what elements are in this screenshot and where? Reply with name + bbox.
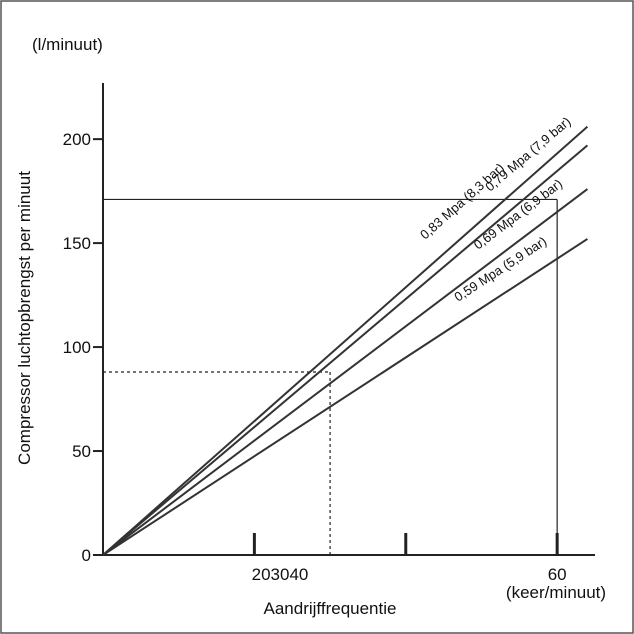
y-unit: (l/minuut) xyxy=(32,35,103,54)
series-line xyxy=(102,125,589,556)
y-axis-label: Compressor luchtopbrengst per minuut xyxy=(15,171,34,465)
series-line xyxy=(102,238,588,556)
y-tick-label: 150 xyxy=(63,234,91,253)
y-tick-label: 0 xyxy=(82,546,91,565)
x-unit: (keer/minuut) xyxy=(506,583,606,602)
y-tick-label: 50 xyxy=(72,442,91,461)
series-line xyxy=(102,144,589,556)
series-line xyxy=(102,188,589,556)
x-tick-text: 203040 xyxy=(252,565,309,584)
x-tick-label: 60 xyxy=(548,565,567,584)
y-tick-label: 100 xyxy=(63,338,91,357)
x-axis-label: Aandrijffrequentie xyxy=(264,599,397,618)
series-label: 0,59 Mpa (5,9 bar) xyxy=(451,234,549,305)
y-tick-label: 200 xyxy=(63,130,91,149)
